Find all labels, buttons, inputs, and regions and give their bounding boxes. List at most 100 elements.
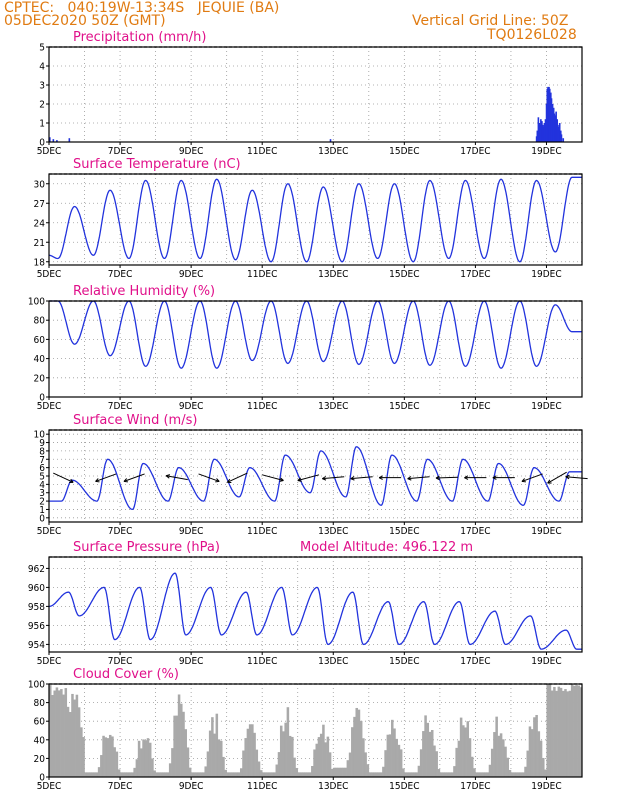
- x-tick-label: 11DEC: [247, 526, 277, 537]
- cloud-bar: [86, 772, 90, 777]
- cloud-bar: [77, 707, 81, 777]
- cloud-bar: [186, 747, 190, 777]
- cloud-bar: [459, 717, 463, 777]
- cloud-bar: [344, 767, 347, 777]
- cloud-bar: [331, 768, 334, 777]
- cloud-bar: [286, 707, 290, 777]
- precip-bar: [56, 140, 58, 142]
- y-tick-label: 954: [28, 640, 45, 651]
- cloud-bar: [157, 772, 161, 777]
- x-tick-label: 11DEC: [247, 146, 277, 157]
- cloud-bar: [328, 752, 332, 777]
- cloud-bar: [264, 772, 267, 777]
- cloud-bar: [195, 772, 199, 777]
- cloud-bar: [57, 690, 61, 777]
- y-tick-label: 960: [28, 583, 45, 594]
- cloud-bar: [51, 695, 54, 777]
- wind-arrowhead: [350, 476, 355, 481]
- cloud-bar: [464, 727, 467, 777]
- y-tick-label: 30: [34, 179, 46, 190]
- cloud-bar: [537, 731, 541, 777]
- x-tick-label: 15DEC: [389, 526, 419, 537]
- cloud-bar: [359, 720, 363, 777]
- x-tick-label: 5DEC: [37, 656, 62, 667]
- cloud-bar: [377, 772, 381, 777]
- x-tick-label: 7DEC: [108, 781, 133, 792]
- y-tick-label: 18: [34, 257, 46, 268]
- x-tick-label: 15DEC: [389, 269, 419, 280]
- cloud-bar: [319, 733, 323, 777]
- cloud-bar: [522, 772, 525, 777]
- cloud-bar: [211, 717, 214, 777]
- wind-vector: [407, 476, 430, 480]
- wind-vector: [198, 473, 220, 482]
- cloud-bar: [184, 729, 187, 777]
- x-tick-label: 13DEC: [318, 401, 348, 412]
- cloud-bar: [326, 736, 330, 777]
- cloud-bar: [490, 748, 494, 777]
- x-tick-label: 19DEC: [531, 656, 561, 667]
- cloud-bar: [91, 772, 94, 777]
- cloud-bar: [142, 739, 145, 777]
- cloud-bar: [568, 690, 572, 777]
- cloud-bar: [395, 738, 398, 777]
- precip-bar: [537, 117, 540, 142]
- cloud-bar: [151, 758, 154, 777]
- cloud-bar: [417, 765, 421, 777]
- wind-arrowhead: [95, 478, 100, 483]
- cloud-bar: [73, 699, 76, 777]
- cloud-bar: [293, 757, 296, 777]
- wind-arrowhead: [378, 475, 383, 480]
- cloud-bar: [575, 685, 578, 777]
- cloud-bar: [506, 757, 510, 777]
- x-tick-label: 5DEC: [37, 146, 62, 157]
- cloud-bar: [160, 772, 163, 777]
- x-tick-label: 15DEC: [389, 656, 419, 667]
- panel-3: [46, 429, 588, 525]
- x-tick-label: 7DEC: [108, 146, 133, 157]
- cloud-bar: [282, 731, 285, 777]
- cloud-bar: [508, 769, 512, 777]
- wind-arrowhead: [547, 479, 552, 484]
- cloud-bar: [324, 742, 327, 777]
- cloud-bar: [217, 739, 221, 777]
- wind-arrowhead: [492, 475, 497, 480]
- cloud-bar: [422, 731, 425, 777]
- cloud-bar: [562, 690, 565, 777]
- wind-vector: [227, 472, 248, 483]
- cloud-bar: [175, 715, 179, 777]
- x-tick-label: 17DEC: [460, 401, 490, 412]
- y-tick-label: 27: [34, 199, 45, 210]
- precip-bar: [547, 86, 549, 142]
- cloud-bar: [362, 738, 365, 777]
- x-tick-label: 5DEC: [37, 269, 62, 280]
- x-tick-label: 9DEC: [179, 526, 204, 537]
- y-tick-label: 4: [39, 62, 45, 73]
- precip-bar: [552, 107, 555, 142]
- cloud-bar: [526, 750, 529, 777]
- cloud-bar: [120, 772, 123, 777]
- wind-vector: [53, 472, 74, 483]
- panel-title: Cloud Cover (%): [73, 667, 179, 682]
- x-tick-label: 17DEC: [460, 526, 490, 537]
- y-tick-label: 100: [28, 680, 45, 691]
- cloud-bar: [202, 772, 205, 777]
- x-tick-label: 9DEC: [179, 401, 204, 412]
- cloud-bar: [299, 772, 303, 777]
- y-tick-label: 40: [34, 735, 46, 746]
- cloud-bar: [528, 726, 532, 777]
- cloud-bar: [146, 738, 150, 777]
- panel-title: Relative Humidity (%): [73, 284, 215, 299]
- cloud-bar: [546, 684, 549, 777]
- cloud-bar: [131, 772, 134, 777]
- cloud-bar: [444, 772, 447, 777]
- cloud-bar: [504, 746, 507, 777]
- wind-arrowhead: [279, 477, 284, 482]
- y-tick-label: 1: [39, 505, 45, 516]
- cloud-bar: [97, 767, 101, 777]
- cloud-bar: [215, 713, 219, 777]
- x-tick-label: 13DEC: [318, 656, 348, 667]
- panel-5: [46, 683, 583, 780]
- x-tick-label: 19DEC: [531, 401, 561, 412]
- cloud-bar: [233, 772, 236, 777]
